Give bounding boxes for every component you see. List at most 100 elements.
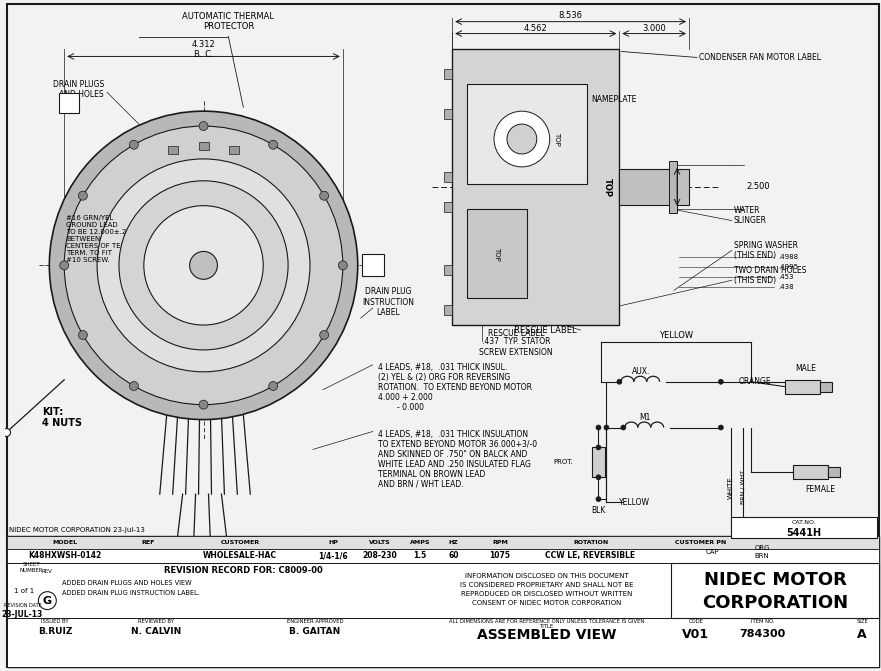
Text: MALE: MALE [795, 364, 816, 373]
Text: WHOLESALE-HAC: WHOLESALE-HAC [203, 552, 277, 560]
Text: CONDENSER FAN MOTOR LABEL: CONDENSER FAN MOTOR LABEL [699, 53, 821, 62]
Text: CUSTOMER PN: CUSTOMER PN [676, 540, 727, 545]
Circle shape [199, 400, 208, 409]
Text: WATER
SLINGER: WATER SLINGER [734, 206, 766, 225]
Text: 4.000 + 2.000: 4.000 + 2.000 [378, 393, 433, 402]
Bar [444, 305, 452, 315]
Text: .437  TYP. STATOR
SCREW EXTENSION: .437 TYP. STATOR SCREW EXTENSION [479, 338, 552, 357]
Bar [820, 382, 833, 392]
Text: 5441H: 5441H [787, 528, 821, 538]
Text: DRAIN PLUGS
AND HOLES: DRAIN PLUGS AND HOLES [53, 80, 104, 99]
Text: 4.562: 4.562 [524, 24, 548, 33]
Text: CUSTOMER: CUSTOMER [220, 540, 259, 545]
Text: AMPS: AMPS [410, 540, 430, 545]
Text: REVISION DATE: REVISION DATE [4, 603, 41, 608]
Bar [6, 536, 879, 667]
Text: 2.500: 2.500 [747, 183, 770, 191]
Bar [452, 50, 619, 325]
Text: .438: .438 [779, 285, 794, 291]
Text: REVIEWED BY: REVIEWED BY [137, 619, 174, 624]
Text: SPRING WASHER
(THIS END): SPRING WASHER (THIS END) [734, 241, 798, 260]
Text: REVISION RECORD FOR: C8009-00: REVISION RECORD FOR: C8009-00 [164, 566, 322, 575]
Text: 208-230: 208-230 [363, 552, 397, 560]
Text: ROTATION.  TO EXTEND BEYOND MOTOR: ROTATION. TO EXTEND BEYOND MOTOR [378, 383, 531, 393]
Text: 3.000: 3.000 [642, 24, 666, 33]
Text: ASSEMBLED VIEW: ASSEMBLED VIEW [477, 629, 617, 642]
Bar [229, 146, 240, 154]
Text: MODEL: MODEL [53, 540, 78, 545]
Text: CAT.NO.: CAT.NO. [791, 519, 817, 525]
Circle shape [130, 382, 138, 391]
Circle shape [718, 379, 723, 384]
Bar [669, 161, 677, 213]
Circle shape [39, 592, 56, 609]
Text: IS CONSIDERED PROPRIETARY AND SHALL NOT BE: IS CONSIDERED PROPRIETARY AND SHALL NOT … [460, 582, 633, 588]
Text: CONSENT OF NIDEC MOTOR CORPORATION: CONSENT OF NIDEC MOTOR CORPORATION [472, 600, 621, 606]
Bar [167, 146, 178, 154]
Bar [6, 563, 879, 617]
Circle shape [320, 191, 329, 200]
Circle shape [130, 140, 138, 149]
Circle shape [97, 159, 310, 372]
Text: TOP: TOP [494, 246, 500, 260]
Text: RPM: RPM [492, 540, 508, 545]
Text: 1 of 1: 1 of 1 [14, 588, 34, 594]
Bar [444, 172, 452, 182]
Text: CAP: CAP [705, 549, 719, 555]
Text: TERMINAL ON BROWN LEAD: TERMINAL ON BROWN LEAD [378, 470, 485, 479]
Text: ALL DIMENSIONS ARE FOR REFERENCE ONLY UNLESS TOLERANCE IS GIVEN: ALL DIMENSIONS ARE FOR REFERENCE ONLY UN… [449, 619, 644, 624]
Bar [467, 85, 587, 184]
Text: 4 LEADS, #18,  .031 THICK INSUL.: 4 LEADS, #18, .031 THICK INSUL. [378, 363, 507, 372]
Text: RESCUE LABEL: RESCUE LABEL [515, 325, 577, 335]
Text: CORPORATION: CORPORATION [702, 594, 848, 611]
Text: REV: REV [367, 260, 378, 265]
Text: ROTATION: ROTATION [573, 540, 608, 545]
Bar [6, 617, 879, 667]
Text: G: G [368, 266, 377, 276]
Text: PROT.: PROT. [554, 460, 574, 466]
Text: HZ: HZ [448, 540, 459, 545]
Bar [444, 265, 452, 275]
Text: TITLE: TITLE [540, 624, 554, 629]
Circle shape [596, 425, 601, 430]
Text: 23-JUL-13: 23-JUL-13 [2, 610, 43, 619]
Text: NIDEC MOTOR CORPORATION 23-Jul-13: NIDEC MOTOR CORPORATION 23-Jul-13 [9, 527, 144, 533]
Text: SIZE: SIZE [856, 619, 868, 624]
Text: TO EXTEND BEYOND MOTOR 36.000+3/-0: TO EXTEND BEYOND MOTOR 36.000+3/-0 [378, 440, 537, 449]
Text: #16 GRN/YEL
GROUND LEAD
TO BE 12.000±.250
BETWEEN
CENTERS OF TERMS.
TERM. TO FIT: #16 GRN/YEL GROUND LEAD TO BE 12.000±.25… [66, 215, 138, 262]
Circle shape [494, 111, 550, 167]
Circle shape [3, 429, 11, 436]
Text: AND SKINNED OF .750" ON BALCK AND: AND SKINNED OF .750" ON BALCK AND [378, 450, 527, 459]
Bar [591, 448, 605, 477]
Circle shape [49, 111, 358, 419]
Text: TWO DRAIN HOLES
(THIS END): TWO DRAIN HOLES (THIS END) [734, 266, 806, 285]
Text: B. GAITAN: B. GAITAN [289, 627, 341, 636]
Text: 1.5: 1.5 [413, 552, 426, 560]
Text: AUTOMATIC THERMAL
PROTECTOR: AUTOMATIC THERMAL PROTECTOR [182, 12, 274, 32]
Text: ITEM NO.: ITEM NO. [751, 619, 774, 624]
Text: BLK: BLK [591, 505, 605, 515]
Text: K48HXWSH-0142: K48HXWSH-0142 [28, 552, 102, 560]
Text: TOP: TOP [603, 178, 612, 197]
Text: G: G [43, 596, 52, 606]
Circle shape [507, 124, 537, 154]
Text: .4995: .4995 [779, 264, 798, 270]
Circle shape [320, 331, 329, 340]
Text: 1/4-1/6: 1/4-1/6 [318, 552, 348, 560]
Text: ADDED DRAIN PLUGS AND HOLES VIEW: ADDED DRAIN PLUGS AND HOLES VIEW [63, 580, 192, 586]
Text: KIT:
4 NUTS: KIT: 4 NUTS [42, 407, 82, 428]
Bar [794, 465, 828, 479]
Text: REF: REF [141, 540, 154, 545]
Circle shape [60, 261, 69, 270]
Text: YELLOW: YELLOW [659, 331, 693, 340]
Text: ADDED DRAIN PLUG INSTRUCTION LABEL.: ADDED DRAIN PLUG INSTRUCTION LABEL. [63, 590, 200, 596]
Bar [828, 467, 840, 477]
Circle shape [269, 382, 278, 391]
Text: DRAIN PLUG
INSTRUCTION
LABEL: DRAIN PLUG INSTRUCTION LABEL [363, 287, 415, 317]
Bar [730, 517, 877, 538]
Circle shape [718, 425, 723, 430]
Text: BRN: BRN [755, 553, 769, 559]
Circle shape [64, 126, 343, 405]
Circle shape [78, 191, 87, 200]
Text: TOP: TOP [553, 132, 559, 146]
